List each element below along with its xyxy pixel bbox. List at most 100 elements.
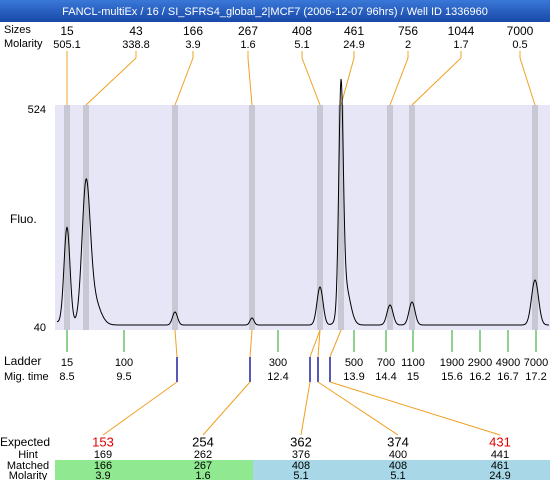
peak-molarity: 505.1 xyxy=(53,39,81,51)
ladder-time: 13.9 xyxy=(343,371,364,383)
ladder-time: 14.4 xyxy=(375,371,396,383)
peak-band xyxy=(338,105,344,330)
matched-label: Matched xyxy=(7,460,49,472)
molarity-label: Molarity xyxy=(9,470,48,480)
ladder-size: 4900 xyxy=(496,357,520,369)
peak-molarity: 1.6 xyxy=(240,39,255,51)
peak-connector xyxy=(519,57,536,106)
matched: 166 xyxy=(94,460,112,472)
connector xyxy=(317,381,399,436)
expected-size: 374 xyxy=(387,434,409,449)
plot-area xyxy=(55,105,550,330)
expected-size: 362 xyxy=(290,434,312,449)
peak-size: 7000 xyxy=(507,24,534,38)
title: FANCL-multiEx / 16 / SI_SFRS4_global_2|M… xyxy=(62,6,488,18)
connector xyxy=(329,329,342,358)
matched: 408 xyxy=(389,460,407,472)
matched-molarity: 5.1 xyxy=(390,470,405,480)
hint: 262 xyxy=(194,449,212,461)
y-axis-label: Fluo. xyxy=(10,212,37,226)
matched-molarity: 5.1 xyxy=(293,470,308,480)
ladder-time: 12.4 xyxy=(267,371,288,383)
peak-size: 43 xyxy=(129,24,143,38)
peak-band xyxy=(317,105,323,330)
ladder-time: 15.6 xyxy=(441,371,462,383)
title-bar xyxy=(0,0,550,22)
peak-size: 166 xyxy=(183,24,203,38)
ladder-label: Ladder xyxy=(4,354,41,368)
ladder-size: 300 xyxy=(269,357,287,369)
peak-size: 267 xyxy=(238,24,258,38)
ladder-size: 2900 xyxy=(468,357,492,369)
peak-band xyxy=(83,105,89,330)
matched-molarity: 3.9 xyxy=(95,470,110,480)
matched-molarity: 24.9 xyxy=(489,470,510,480)
ladder-size: 1100 xyxy=(401,357,425,369)
connector xyxy=(309,329,321,358)
peak-molarity: 24.9 xyxy=(343,39,364,51)
peak-connector xyxy=(301,57,321,106)
connector xyxy=(249,329,253,358)
peak-band xyxy=(64,105,70,330)
peak-connector xyxy=(340,57,355,106)
peak-connector xyxy=(389,57,409,106)
ladder-size: 1900 xyxy=(440,357,464,369)
peak-molarity: 3.9 xyxy=(185,39,200,51)
peak-molarity: 0.5 xyxy=(512,39,527,51)
peak-size: 408 xyxy=(292,24,312,38)
connector xyxy=(329,381,501,436)
ladder-size: 7000 xyxy=(524,357,548,369)
ladder-time: 8.5 xyxy=(59,371,74,383)
peak-band xyxy=(532,105,538,330)
connector xyxy=(102,381,178,436)
matched: 461 xyxy=(491,460,509,472)
matched-band xyxy=(253,460,550,480)
peak-band xyxy=(409,105,415,330)
expected-size: 254 xyxy=(192,434,214,449)
peak-connector xyxy=(85,57,137,106)
hint: 441 xyxy=(491,449,509,461)
ladder-time: 16.2 xyxy=(469,371,490,383)
matched: 408 xyxy=(292,460,310,472)
peak-connector xyxy=(174,57,194,106)
peak-band xyxy=(249,105,255,330)
ladder-size: 500 xyxy=(345,357,363,369)
hint: 169 xyxy=(94,449,112,461)
expected-size: 153 xyxy=(92,434,114,449)
expected-size: 431 xyxy=(489,434,511,449)
connector xyxy=(300,381,311,436)
peak-connector xyxy=(411,57,462,106)
peak-molarity: 5.1 xyxy=(294,39,309,51)
hint: 400 xyxy=(389,449,407,461)
peak-band xyxy=(387,105,393,330)
ladder-time: 15 xyxy=(407,371,419,383)
y-bottom-label: 40 xyxy=(34,322,46,334)
hint: 376 xyxy=(292,449,310,461)
peak-molarity: 1.7 xyxy=(453,39,468,51)
peak-molarity: 338.8 xyxy=(122,39,150,51)
ladder-time: 17.2 xyxy=(525,371,546,383)
ladder-size: 100 xyxy=(115,357,133,369)
expected-label: Expected xyxy=(0,435,50,449)
matched-molarity: 1.6 xyxy=(195,470,210,480)
matched: 267 xyxy=(194,460,212,472)
ladder-time: 9.5 xyxy=(116,371,131,383)
connector xyxy=(174,329,178,358)
matched-band xyxy=(55,460,253,480)
peak-size: 1044 xyxy=(448,24,475,38)
peak-size: 756 xyxy=(398,24,418,38)
molarity-label: Molarity xyxy=(4,38,43,50)
hint-label: Hint xyxy=(18,449,38,461)
peak-connector xyxy=(247,57,253,106)
ladder-size: 700 xyxy=(377,357,395,369)
ladder-size: 15 xyxy=(61,357,73,369)
connector xyxy=(202,381,251,436)
peak-band xyxy=(172,105,178,330)
peak-size: 15 xyxy=(60,24,74,38)
connector xyxy=(317,329,321,358)
mig-time-label: Mig. time xyxy=(4,371,49,383)
ladder-time: 16.7 xyxy=(497,371,518,383)
y-top-label: 524 xyxy=(28,104,46,116)
trace xyxy=(57,78,549,326)
